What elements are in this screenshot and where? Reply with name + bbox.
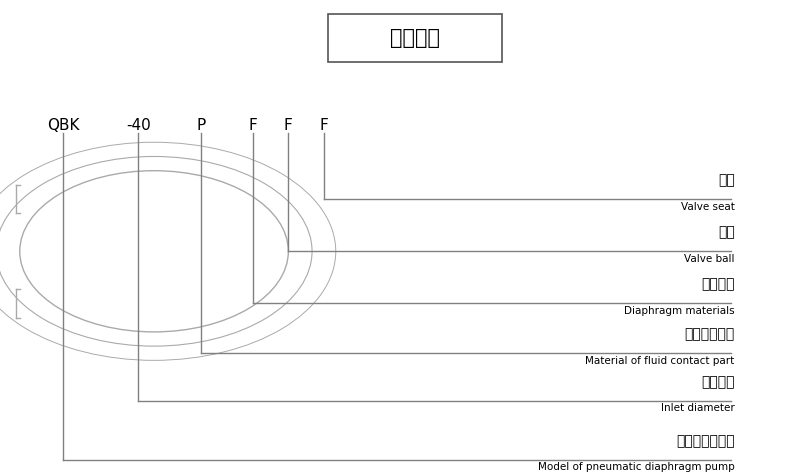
- Text: Model of pneumatic diaphragm pump: Model of pneumatic diaphragm pump: [538, 462, 735, 472]
- Text: F: F: [248, 118, 258, 133]
- Text: QBK: QBK: [47, 118, 80, 133]
- Text: 过流部件材质: 过流部件材质: [684, 327, 735, 342]
- Text: Valve ball: Valve ball: [684, 254, 735, 264]
- Text: -40: -40: [126, 118, 151, 133]
- Text: 阀座: 阀座: [718, 173, 735, 187]
- Text: F: F: [319, 118, 329, 133]
- Text: 阀球: 阀球: [718, 226, 735, 239]
- Text: P: P: [197, 118, 206, 133]
- Text: Diaphragm materials: Diaphragm materials: [624, 306, 735, 316]
- Text: F: F: [284, 118, 293, 133]
- Text: Valve seat: Valve seat: [681, 201, 735, 211]
- Text: 型号说明: 型号说明: [389, 28, 440, 48]
- Text: Material of fluid contact part: Material of fluid contact part: [585, 356, 735, 366]
- Text: Inlet diameter: Inlet diameter: [661, 403, 735, 413]
- Text: 隔膜材质: 隔膜材质: [702, 277, 735, 292]
- Text: 进料口径: 进料口径: [702, 375, 735, 389]
- Text: 气动隔膜泵型号: 气动隔膜泵型号: [676, 434, 735, 448]
- FancyBboxPatch shape: [328, 14, 502, 62]
